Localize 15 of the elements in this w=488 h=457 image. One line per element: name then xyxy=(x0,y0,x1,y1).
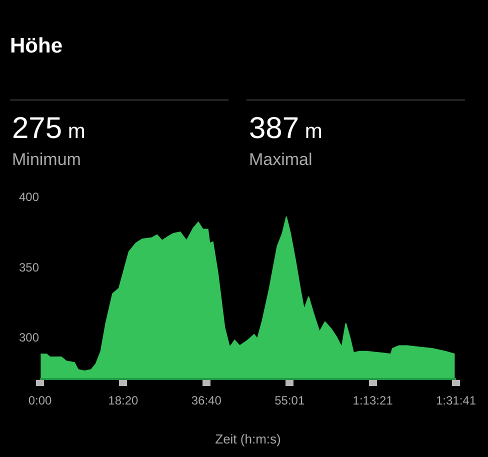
text: 275 m xyxy=(12,112,86,145)
y-tick-label: 300 xyxy=(18,330,40,345)
x-axis-title: Zeit (h:m:s) xyxy=(215,432,281,446)
x-tick-label: 18:20 xyxy=(108,393,139,408)
text: 387 m xyxy=(249,112,322,145)
x-tick-label: 0:00 xyxy=(28,393,52,408)
x-tick-label: 1:13:21 xyxy=(352,393,394,408)
y-tick-label: 350 xyxy=(18,260,40,274)
x-tick-label: 55:01 xyxy=(274,393,305,408)
y-tick-label: 400 xyxy=(18,190,40,204)
x-tick-label: 36:40 xyxy=(191,393,222,408)
text: Maximal xyxy=(249,150,312,169)
x-tick-label: 1:31:41 xyxy=(436,393,476,408)
chart-title: Höhe xyxy=(10,34,62,58)
text: Minimum xyxy=(12,150,81,169)
